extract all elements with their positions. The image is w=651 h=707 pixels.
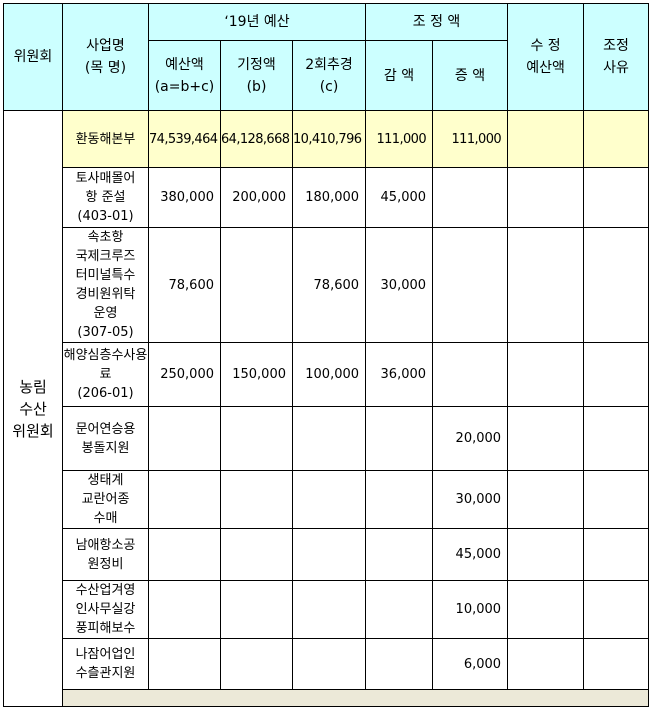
project-name: 해양심층수사용 료 (206-01) (62, 342, 149, 407)
project-name: 속초항 국제크루즈 터미널특수 경비원위탁 운영 (307-05) (62, 227, 149, 343)
cell-increase (432, 167, 509, 228)
cell-budget: 250,000 (148, 342, 221, 407)
cell-supp (291, 528, 367, 581)
cell-increase: 111,000 (432, 110, 509, 168)
cell-supp: 180,000 (291, 167, 367, 228)
cell-supp: 100,000 (291, 342, 367, 407)
table-row: 농림 수산 위원회 환동해본부 74,539,464 64,128,668 10,410… (3, 110, 650, 707)
cell-supp (291, 470, 367, 529)
project-name: 나잠어업인 수츨관지원 (62, 638, 149, 690)
cell-existing (220, 227, 293, 343)
cell-revised (507, 638, 585, 690)
project-name: 수산업겨영 인사무실강 풍피해보수 (62, 580, 149, 639)
table-row: 해양심층수사용 료 (206-01) 250,000 150,000 100,000 3… (4, 342, 650, 407)
table-row: 나잠어업인 수츨관지원 6,000 (4, 638, 650, 690)
cell-decrease: 36,000 (365, 342, 434, 407)
header-adjust-group: 조 정 액 (365, 3, 509, 41)
header-decrease: 감 액 (365, 40, 434, 111)
cell-revised (507, 470, 585, 529)
cell-existing (220, 638, 293, 690)
cell-budget: 74,539,464 (148, 110, 221, 168)
project-name: 생태계 교란어종 수매 (62, 470, 149, 529)
cell-decrease (365, 470, 434, 529)
project-name: 토사매몰어 항 준설 (403-01) (62, 167, 149, 228)
cell-revised (507, 342, 585, 407)
cell-revised (507, 406, 585, 471)
cell-revised (507, 580, 585, 639)
cell-reason (583, 638, 650, 690)
header-reason: 조정 사유 (583, 3, 650, 111)
header-supplementary: 2회추경 (c) (291, 40, 367, 111)
cell-revised (507, 167, 585, 228)
cell-existing (220, 528, 293, 581)
cell-decrease (365, 406, 434, 471)
project-name: 환동해본부 (62, 110, 149, 168)
table-row: 수산업겨영 인사무실강 풍피해보수 10,000 (4, 580, 650, 639)
cell-budget: 78,600 (148, 227, 221, 343)
cell-supp: 78,600 (291, 227, 367, 343)
cell-supp (291, 580, 367, 639)
budget-adjustment-table: 위원회 사업명 (목 명) ‘19년 예산 조 정 액 수 정 예산액 조정 사… (3, 3, 650, 707)
cell-decrease (365, 638, 434, 690)
cell-reason (583, 342, 650, 407)
cell-increase: 10,000 (432, 580, 509, 639)
cell-reason (583, 110, 650, 168)
cell-existing (220, 406, 293, 471)
cell-reason (583, 580, 650, 639)
header-budget-group: ‘19년 예산 (147, 3, 367, 41)
cell-reason (583, 227, 650, 343)
cell-budget (148, 406, 221, 471)
header-increase: 증 액 (432, 40, 509, 111)
table-row: 남애항소공 원정비 45,000 (4, 528, 650, 581)
cell-decrease (365, 528, 434, 581)
header-committee: 위원회 (3, 3, 63, 111)
cell-revised (507, 110, 585, 168)
cell-budget: 380,000 (148, 167, 221, 228)
cell-existing: 200,000 (220, 167, 293, 228)
cell-supp: 10,410,796 (291, 110, 367, 168)
cell-existing (220, 470, 293, 529)
cell-revised (507, 528, 585, 581)
cell-revised (507, 227, 585, 343)
cell-budget (148, 638, 221, 690)
cell-supp (291, 406, 367, 471)
cell-increase: 6,000 (432, 638, 509, 690)
cell-increase (432, 227, 509, 343)
table-row: 문어연승용 봉돌지원 20,000 (4, 406, 650, 471)
cell-budget (148, 470, 221, 529)
cell-reason (583, 406, 650, 471)
cell-supp (291, 638, 367, 690)
cell-reason (583, 528, 650, 581)
committee-cell: 농림 수산 위원회 (3, 110, 63, 707)
table-row: 속초항 국제크루즈 터미널특수 경비원위탁 운영 (307-05) 78,600 7… (4, 227, 650, 343)
table-row: 생태계 교란어종 수매 30,000 (4, 470, 650, 529)
cell-budget (148, 528, 221, 581)
project-name: 남애항소공 원정비 (62, 528, 149, 581)
cell-reason (583, 470, 650, 529)
cell-budget (148, 580, 221, 639)
cell-decrease: 30,000 (365, 227, 434, 343)
project-name: 문어연승용 봉돌지원 (62, 406, 149, 471)
cell-existing: 150,000 (220, 342, 293, 407)
cell-increase: 30,000 (432, 470, 509, 529)
cell-increase: 20,000 (432, 406, 509, 471)
cell-decrease (365, 580, 434, 639)
cell-increase (432, 342, 509, 407)
header-project: 사업명 (목 명) (62, 3, 149, 111)
header-existing: 기정액 (b) (220, 40, 293, 111)
header-revised: 수 정 예산액 (507, 3, 585, 111)
cell-decrease: 45,000 (365, 167, 434, 228)
cell-existing (220, 580, 293, 639)
header-budget: 예산액 (a=b+c) (148, 40, 221, 111)
cell-decrease: 111,000 (365, 110, 434, 168)
cell-reason (583, 167, 650, 228)
cell-existing: 64,128,668 (220, 110, 293, 168)
footer-row (61, 689, 650, 707)
table-row: 토사매몰어 항 준설 (403-01) 380,000 200,000 180,000… (4, 167, 650, 228)
cell-increase: 45,000 (432, 528, 509, 581)
